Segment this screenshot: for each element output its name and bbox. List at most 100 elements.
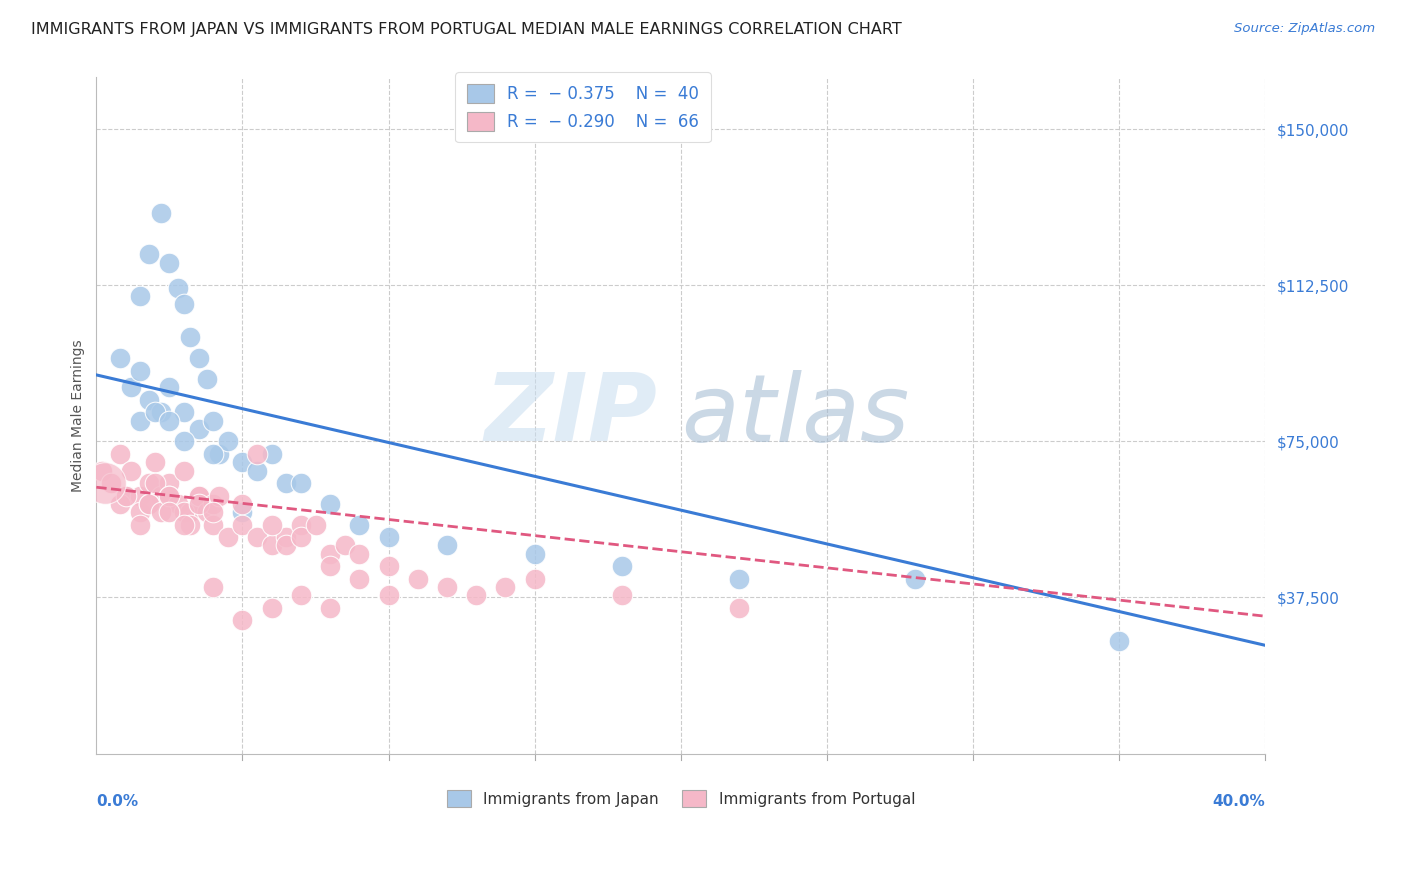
Point [129,289,152,303]
Point [246,530,269,544]
Point [523,547,546,561]
Text: atlas: atlas [681,370,910,461]
Point [138,497,160,511]
Point [319,497,342,511]
Point [246,447,269,461]
Point [108,351,131,366]
Point [187,489,209,503]
Y-axis label: Median Male Earnings: Median Male Earnings [72,339,86,491]
Text: 0.0%: 0.0% [97,794,138,809]
Point [138,392,160,407]
Point [129,489,152,503]
Point [612,559,634,574]
Point [187,497,209,511]
Point [179,517,201,532]
Point [100,476,122,491]
Point [260,601,283,615]
Point [436,539,458,553]
Point [129,414,152,428]
Point [179,505,201,519]
Point [349,572,371,586]
Point [157,255,180,269]
Point [246,464,269,478]
Point [260,539,283,553]
Point [108,497,131,511]
Point [276,539,298,553]
Point [173,434,195,449]
Point [333,539,356,553]
Point [187,351,209,366]
Point [143,405,166,419]
Point [167,497,190,511]
Point [377,559,399,574]
Point [202,497,225,511]
Text: IMMIGRANTS FROM JAPAN VS IMMIGRANTS FROM PORTUGAL MEDIAN MALE EARNINGS CORRELATI: IMMIGRANTS FROM JAPAN VS IMMIGRANTS FROM… [31,22,901,37]
Point [114,489,136,503]
Point [217,530,239,544]
Point [120,380,142,394]
Point [231,517,253,532]
Point [157,505,180,519]
Point [231,455,253,469]
Point [319,559,342,574]
Point [319,547,342,561]
Point [231,613,253,627]
Text: Source: ZipAtlas.com: Source: ZipAtlas.com [1234,22,1375,36]
Point [217,434,239,449]
Point [157,489,180,503]
Point [202,447,225,461]
Point [290,476,312,491]
Point [523,572,546,586]
Point [149,205,172,219]
Point [149,505,172,519]
Point [495,580,517,594]
Text: ZIP: ZIP [485,369,658,461]
Point [108,447,131,461]
Text: 40.0%: 40.0% [1212,794,1265,809]
Point [94,476,117,491]
Point [406,572,429,586]
Point [138,476,160,491]
Point [202,505,225,519]
Point [728,601,751,615]
Point [129,505,152,519]
Point [173,297,195,311]
Point [197,505,219,519]
Point [187,422,209,436]
Point [187,489,209,503]
Point [290,517,312,532]
Point [173,517,195,532]
Point [231,497,253,511]
Point [304,517,326,532]
Point [157,489,180,503]
Point [276,530,298,544]
Legend: Immigrants from Japan, Immigrants from Portugal: Immigrants from Japan, Immigrants from P… [440,783,921,814]
Point [612,589,634,603]
Point [138,497,160,511]
Point [436,580,458,594]
Point [129,517,152,532]
Point [1108,634,1130,648]
Point [129,364,152,378]
Point [202,517,225,532]
Point [728,572,751,586]
Point [290,530,312,544]
Point [202,414,225,428]
Point [276,476,298,491]
Point [197,372,219,386]
Point [465,589,488,603]
Point [377,589,399,603]
Point [319,601,342,615]
Point [157,380,180,394]
Point [143,455,166,469]
Point [208,447,231,461]
Point [157,414,180,428]
Point [173,405,195,419]
Point [149,489,172,503]
Point [202,580,225,594]
Point [138,247,160,261]
Point [114,489,136,503]
Point [260,517,283,532]
Point [349,517,371,532]
Point [179,330,201,344]
